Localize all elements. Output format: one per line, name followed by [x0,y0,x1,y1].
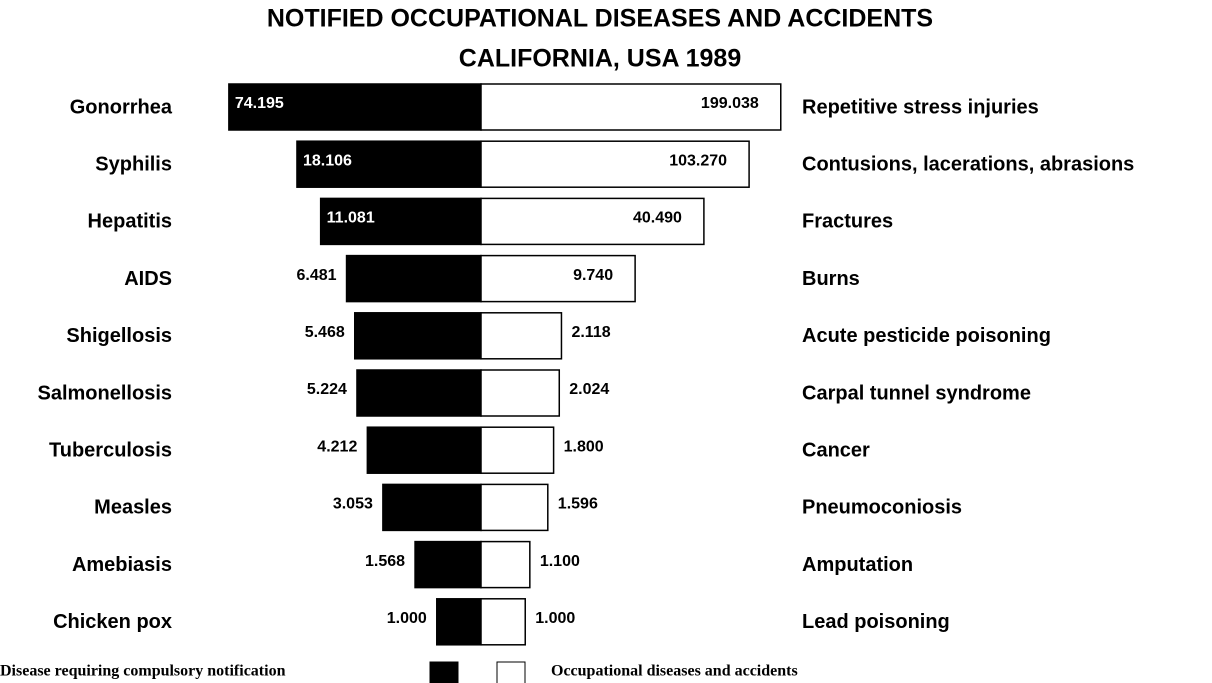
bar [356,369,482,417]
left-category-label: Chicken pox [53,611,172,633]
legend-label: Disease requiring compulsory notificatio… [0,663,286,680]
bar [228,83,482,131]
bar [480,426,555,474]
legend-swatch [496,661,526,683]
bar [480,598,526,646]
value-label: 1.000 [535,610,575,627]
value-label: 2.118 [571,324,610,341]
right-category-label: Carpal tunnel syndrome [802,382,1031,404]
bar [480,254,636,303]
left-category-label: Amebiasis [72,554,172,576]
bar [436,598,482,646]
value-label: 2.024 [569,381,609,398]
bar [480,312,563,360]
value-label: 199.038 [701,95,759,112]
bar [296,140,482,188]
right-category-label: Fractures [802,211,893,233]
left-category-label: Measles [94,497,172,519]
value-label: 1.800 [564,438,604,455]
value-label: 1.100 [540,553,580,570]
value-label: 74.195 [235,95,284,112]
right-category-label: Lead poisoning [802,611,950,633]
bar [480,369,561,417]
legend-label: Occupational diseases and accidents [551,663,798,680]
bar [382,483,482,532]
bar [354,312,482,360]
value-label: 5.224 [307,381,347,398]
left-category-label: Syphilis [95,153,172,175]
left-category-label: Hepatitis [88,211,172,233]
value-label: 11.081 [327,210,375,227]
bar [480,483,549,532]
bar [480,83,782,131]
left-category-label: Shigellosis [66,325,172,347]
bar [414,540,482,589]
value-label: 9.740 [573,267,613,284]
value-label: 18.106 [303,152,352,169]
value-label: 1.568 [365,553,405,570]
right-category-label: Pneumoconiosis [802,497,962,519]
chart-title: NOTIFIED OCCUPATIONAL DISEASES AND ACCID… [267,5,933,33]
value-label: 5.468 [305,324,345,341]
bar [366,426,482,474]
bar [345,254,482,303]
left-category-label: Tuberculosis [49,439,172,461]
value-label: 1.596 [558,496,598,513]
right-category-label: Contusions, lacerations, abrasions [802,153,1134,175]
chart-subtitle: CALIFORNIA, USA 1989 [459,45,741,73]
bar [480,540,531,589]
value-label: 103.270 [669,152,727,169]
right-category-label: Repetitive stress injuries [802,96,1039,118]
bar [480,140,750,188]
left-category-label: AIDS [124,268,172,290]
bar [480,197,705,246]
value-label: 1.000 [387,610,427,627]
left-category-label: Gonorrhea [70,96,173,118]
legend-swatch [429,661,459,683]
right-category-label: Cancer [802,439,870,461]
right-category-label: Burns [802,268,860,290]
right-category-label: Acute pesticide poisoning [802,325,1051,347]
value-label: 40.490 [633,210,682,227]
left-category-label: Salmonellosis [38,382,173,404]
value-label: 3.053 [333,496,373,513]
bar [319,197,482,246]
right-category-label: Amputation [802,554,913,576]
value-label: 4.212 [317,438,357,455]
value-label: 6.481 [297,267,337,284]
